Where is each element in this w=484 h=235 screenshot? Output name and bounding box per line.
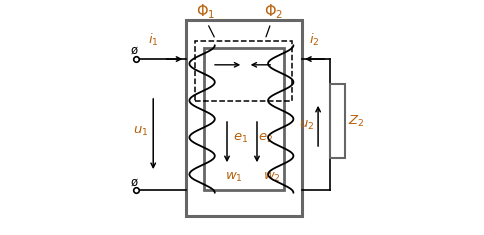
Text: $\Phi_1$: $\Phi_1$ — [196, 2, 215, 21]
Bar — [204, 47, 284, 191]
Text: ø: ø — [131, 175, 137, 188]
Text: $i_2$: $i_2$ — [309, 31, 319, 47]
Text: $e_1$: $e_1$ — [233, 132, 248, 145]
Text: $i_1$: $i_1$ — [148, 31, 159, 47]
Text: $w_2$: $w_2$ — [263, 171, 281, 184]
Text: $Z_2$: $Z_2$ — [348, 114, 364, 129]
Text: $u_2$: $u_2$ — [299, 119, 315, 133]
Bar — [185, 20, 302, 216]
Text: $e_2$: $e_2$ — [258, 132, 273, 145]
Bar — [195, 41, 291, 101]
Text: $u_1$: $u_1$ — [133, 125, 149, 138]
Text: ø: ø — [131, 44, 137, 57]
Text: $\Phi_2$: $\Phi_2$ — [264, 2, 283, 21]
Bar — [330, 84, 345, 158]
Text: $w_1$: $w_1$ — [225, 171, 242, 184]
